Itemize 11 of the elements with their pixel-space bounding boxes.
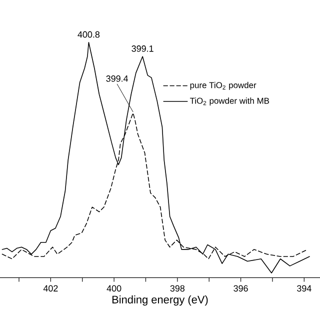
x-tick-label: 402 <box>43 285 58 292</box>
annotation: 400.8 <box>78 31 100 38</box>
annotation: 399.1 <box>132 45 154 52</box>
x-tick-label: 394 <box>297 285 312 292</box>
x-tick-label: 396 <box>234 285 248 292</box>
legend-label: pure TiO$_{2}$ powder <box>190 82 256 90</box>
x-tick-label: 398 <box>170 285 185 292</box>
legend-label: TiO$_{2}$ powder with MB <box>190 98 270 106</box>
x-axis-title: Binding energy (eV) <box>112 295 208 306</box>
x-tick-label: 400 <box>106 285 122 292</box>
annotation: 399.4 <box>106 75 128 82</box>
